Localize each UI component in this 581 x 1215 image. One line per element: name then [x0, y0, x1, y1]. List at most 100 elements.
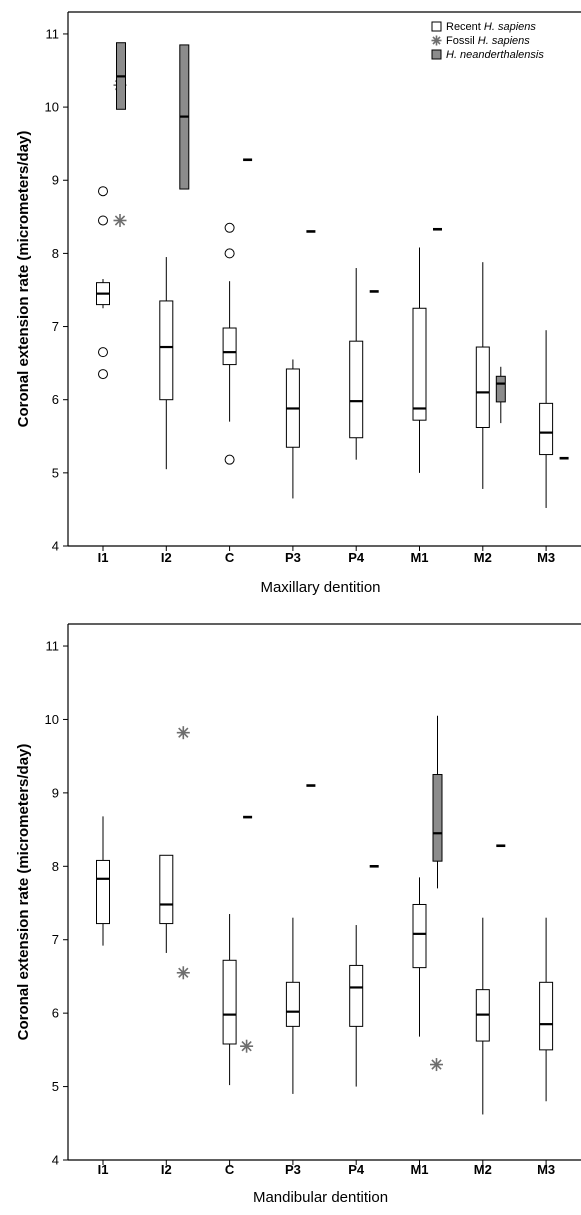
- x-tick-label: M1: [410, 1162, 428, 1177]
- fossil-point-i2-stroke: [178, 967, 189, 978]
- outlier-point: [224, 248, 235, 259]
- legend-label: H. neanderthalensis: [446, 49, 544, 61]
- legend-item-open-box: Recent H. sapiens: [431, 21, 536, 33]
- x-tick-label: M3: [537, 1162, 555, 1177]
- y-tick-label: 4: [52, 1153, 59, 1168]
- legend-label: Recent H. sapiens: [446, 21, 536, 33]
- iqr-box: [495, 375, 506, 403]
- legend-swatch: [431, 49, 442, 60]
- outlier-point: [98, 186, 108, 197]
- legend-item-asterisk: Fossil H. sapiens: [431, 35, 530, 47]
- iqr-box: [539, 981, 554, 1051]
- x-tick-label: M2: [474, 550, 492, 565]
- recent-box-m1: [412, 877, 427, 1037]
- fossil-point-c: [240, 1039, 254, 1053]
- legend-asterisk: [431, 35, 442, 46]
- legend-asterisk-stroke: [432, 36, 441, 45]
- recent-box-m3: [539, 917, 554, 1102]
- y-tick-label: 9: [52, 173, 59, 188]
- outlier-point: [98, 369, 108, 380]
- recent-box-m3: [539, 330, 554, 508]
- iqr-box: [222, 959, 237, 1045]
- panel-top: 4 5 6 7 8 9 10 11 I1 I2 C P3 P4 M1 M2 M3 Maxillary denti…: [15, 11, 581, 596]
- x-tick-label: P4: [348, 1162, 365, 1177]
- iqr-box: [96, 859, 110, 925]
- recent-box-p4: [349, 268, 364, 460]
- neanderthal-mark-m2: [495, 366, 506, 424]
- fossil-point-m1-stroke: [431, 1059, 442, 1070]
- x-axis-title: Maxillary dentition: [260, 579, 380, 596]
- recent-box-i1: [96, 816, 110, 946]
- neanderthal-mark-i2: [179, 44, 190, 190]
- neanderthal-mark-i1: [116, 42, 126, 110]
- outlier-point: [98, 347, 108, 358]
- y-tick-label: 8: [52, 246, 59, 261]
- x-tick-label: P3: [285, 1162, 301, 1177]
- x-tick-label: I1: [98, 1162, 109, 1177]
- fossil-point-i1-stroke: [114, 215, 126, 226]
- y-tick-label: 6: [52, 392, 59, 407]
- outlier-point: [224, 222, 235, 233]
- y-tick-label: 7: [52, 932, 59, 947]
- y-tick-label: 9: [52, 785, 59, 800]
- y-tick-label: 6: [52, 1006, 59, 1021]
- x-tick-label: I2: [161, 550, 172, 565]
- recent-box-c: [222, 914, 237, 1086]
- recent-box-p3: [285, 359, 300, 499]
- legend: Recent H. sapiens Fossil H. sapiens H. nea…: [431, 21, 544, 61]
- recent-box-i2: [159, 257, 174, 470]
- iqr-box: [539, 402, 554, 456]
- y-tick-label: 5: [52, 1079, 59, 1094]
- outlier-point: [224, 454, 235, 465]
- y-tick-label: 11: [46, 26, 60, 41]
- recent-box-c: [222, 222, 237, 465]
- iqr-box: [349, 340, 364, 439]
- fossil-point-i1: [113, 213, 127, 227]
- fossil-point-m1: [430, 1058, 443, 1072]
- y-tick-label: 10: [45, 100, 59, 115]
- recent-box-m2: [475, 262, 490, 489]
- iqr-box: [159, 854, 174, 925]
- recent-box-i2: [159, 854, 174, 953]
- iqr-box: [285, 981, 300, 1027]
- fossil-point-i2: [176, 966, 190, 980]
- legend-label: Fossil H. sapiens: [446, 35, 530, 47]
- x-tick-label: P3: [285, 550, 301, 565]
- recent-box-p3: [285, 917, 300, 1094]
- x-axis-title: Mandibular dentition: [253, 1189, 388, 1206]
- recent-box-p4: [349, 925, 364, 1087]
- outlier-point: [98, 215, 108, 226]
- x-tick-label: P4: [348, 550, 365, 565]
- y-tick-label: 10: [45, 712, 59, 727]
- iqr-box: [475, 346, 490, 428]
- y-tick-label: 5: [52, 465, 59, 480]
- recent-box-m1: [412, 247, 427, 473]
- iqr-box: [159, 300, 174, 401]
- fossil-point-i2-stroke: [178, 727, 189, 738]
- neanderthal-mark-m1: [432, 715, 443, 889]
- legend-swatch: [431, 21, 442, 32]
- x-tick-label: C: [225, 550, 235, 565]
- legend-item-gray-box: H. neanderthalensis: [431, 49, 544, 61]
- x-tick-label: M3: [537, 550, 555, 565]
- panel-bottom: 4 5 6 7 8 9 10 11 I1 I2 C P3 P4 M1 M2 M3 Mandibular dent…: [15, 623, 581, 1206]
- x-tick-label: I2: [161, 1162, 172, 1177]
- y-axis-title: Coronal extension rate (micrometers/day): [15, 131, 32, 428]
- iqr-box: [222, 327, 237, 366]
- x-tick-label: M2: [474, 1162, 492, 1177]
- iqr-box: [432, 774, 443, 862]
- y-tick-label: 11: [46, 639, 60, 654]
- iqr-box: [412, 903, 427, 969]
- x-tick-label: C: [225, 1162, 235, 1177]
- fossil-point-i2: [176, 726, 190, 740]
- y-tick-label: 8: [52, 859, 59, 874]
- x-tick-label: M1: [410, 550, 428, 565]
- recent-box-m2: [475, 917, 490, 1115]
- y-tick-label: 7: [52, 319, 59, 334]
- recent-box-i1: [96, 186, 110, 380]
- y-axis-title: Coronal extension rate (micrometers/day): [15, 744, 32, 1041]
- iqr-box: [412, 307, 427, 421]
- fossil-point-c-stroke: [241, 1041, 252, 1052]
